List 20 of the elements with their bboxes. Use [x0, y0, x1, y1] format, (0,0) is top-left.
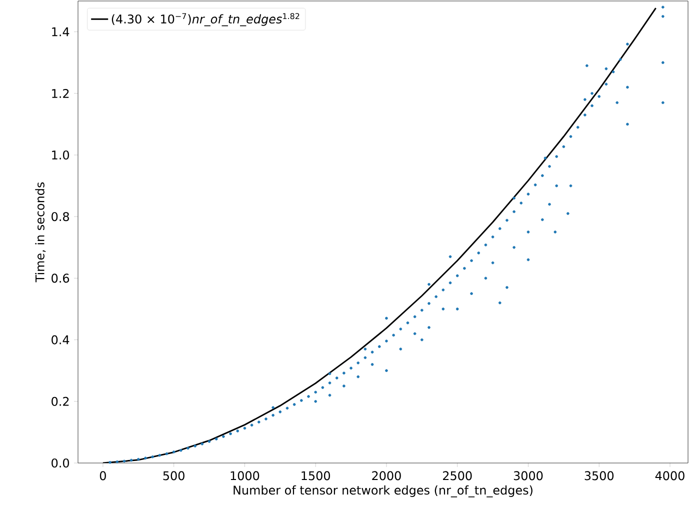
y-tick-label: 0.2	[52, 396, 69, 406]
y-tick-label: 1.2	[52, 88, 69, 98]
y-tick-label: 0.8	[52, 212, 69, 222]
y-tick-label: 1.4	[52, 27, 70, 36]
x-tick-label: 4000	[655, 471, 684, 480]
y-tick-label: 0.4	[52, 335, 70, 344]
legend-label: (4.30 × 10$^{−7}$)nr_of_tn_edges$^{1.82}$	[112, 13, 300, 26]
x-tick-label: 500	[163, 471, 184, 480]
y-tick-label: 0.0	[52, 458, 70, 468]
x-tick-label: 3500	[584, 471, 614, 480]
x-tick-label: 2500	[443, 471, 472, 480]
x-tick-label: 3000	[514, 471, 543, 480]
x-tick-label: 1000	[230, 471, 260, 480]
x-tick-label: 1500	[302, 471, 330, 480]
y-tick-label: 1.0	[52, 150, 70, 160]
y-tick-label: 0.6	[52, 274, 70, 283]
x-axis-title: Number of tensor network edges (nr_of_tn_edges)	[234, 485, 532, 498]
x-tick-label: 2000	[372, 471, 401, 480]
y-axis-title: Time, in seconds	[35, 182, 46, 282]
x-tick-label: 0	[100, 471, 106, 480]
